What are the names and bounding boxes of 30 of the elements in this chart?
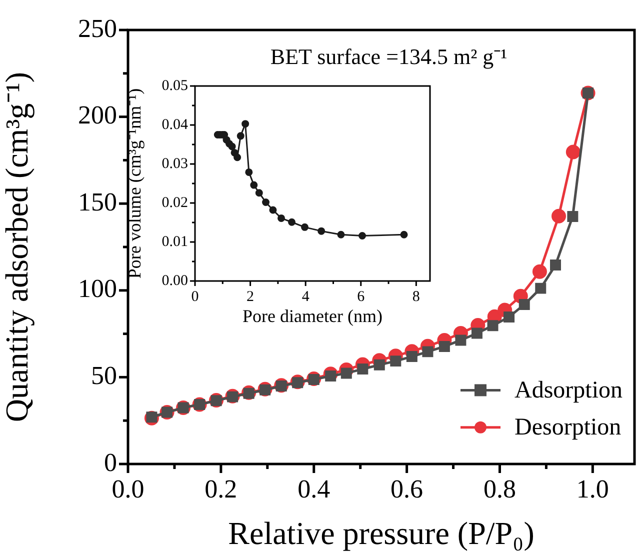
x-tick-label: 2 bbox=[246, 288, 254, 305]
y-tick-label: 0.00 bbox=[162, 272, 188, 289]
x-tick-label: 0.6 bbox=[390, 474, 424, 504]
y-tick-label: 0.04 bbox=[162, 116, 188, 133]
y-tick-label: 0.03 bbox=[162, 156, 188, 172]
y-tick-label: 100 bbox=[78, 274, 117, 304]
y-axis-title: Pore volume (cm³g⁻¹nm⁻¹) bbox=[124, 88, 145, 279]
x-axis-title: Pore diameter (nm) bbox=[242, 306, 382, 326]
x-tick-label: 0.2 bbox=[204, 474, 238, 504]
y-tick-label: 0.02 bbox=[162, 194, 188, 211]
y-tick-label: 150 bbox=[78, 187, 117, 216]
y-tick-label: 0.01 bbox=[162, 234, 188, 250]
annotation: BET surface =134.5 m² g⁻¹ bbox=[270, 44, 508, 69]
x-tick-label: 8 bbox=[412, 288, 420, 305]
x-tick-label: 4 bbox=[302, 288, 310, 305]
y-axis-title: Quantity adsorbed (cm³g⁻¹) bbox=[0, 72, 35, 422]
y-tick-label: 50 bbox=[91, 361, 117, 390]
y-tick-label: 0 bbox=[104, 448, 117, 477]
x-tick-label: 6 bbox=[357, 288, 366, 305]
legend-label: Desorption bbox=[514, 414, 622, 441]
x-tick-label: 0.4 bbox=[298, 474, 330, 504]
x-tick-label: 0.0 bbox=[112, 474, 144, 504]
x-tick-label: 0 bbox=[191, 288, 199, 305]
x-tick-label: 1.0 bbox=[576, 474, 609, 504]
legend-label: Adsorption bbox=[514, 377, 622, 404]
x-axis-title: Relative pressure (P/P₀) bbox=[228, 515, 534, 552]
y-tick-label: 0.05 bbox=[162, 78, 188, 94]
x-tick-label: 0.8 bbox=[483, 474, 516, 504]
y-tick-label: 250 bbox=[78, 14, 117, 43]
y-tick-label: 200 bbox=[78, 100, 117, 130]
